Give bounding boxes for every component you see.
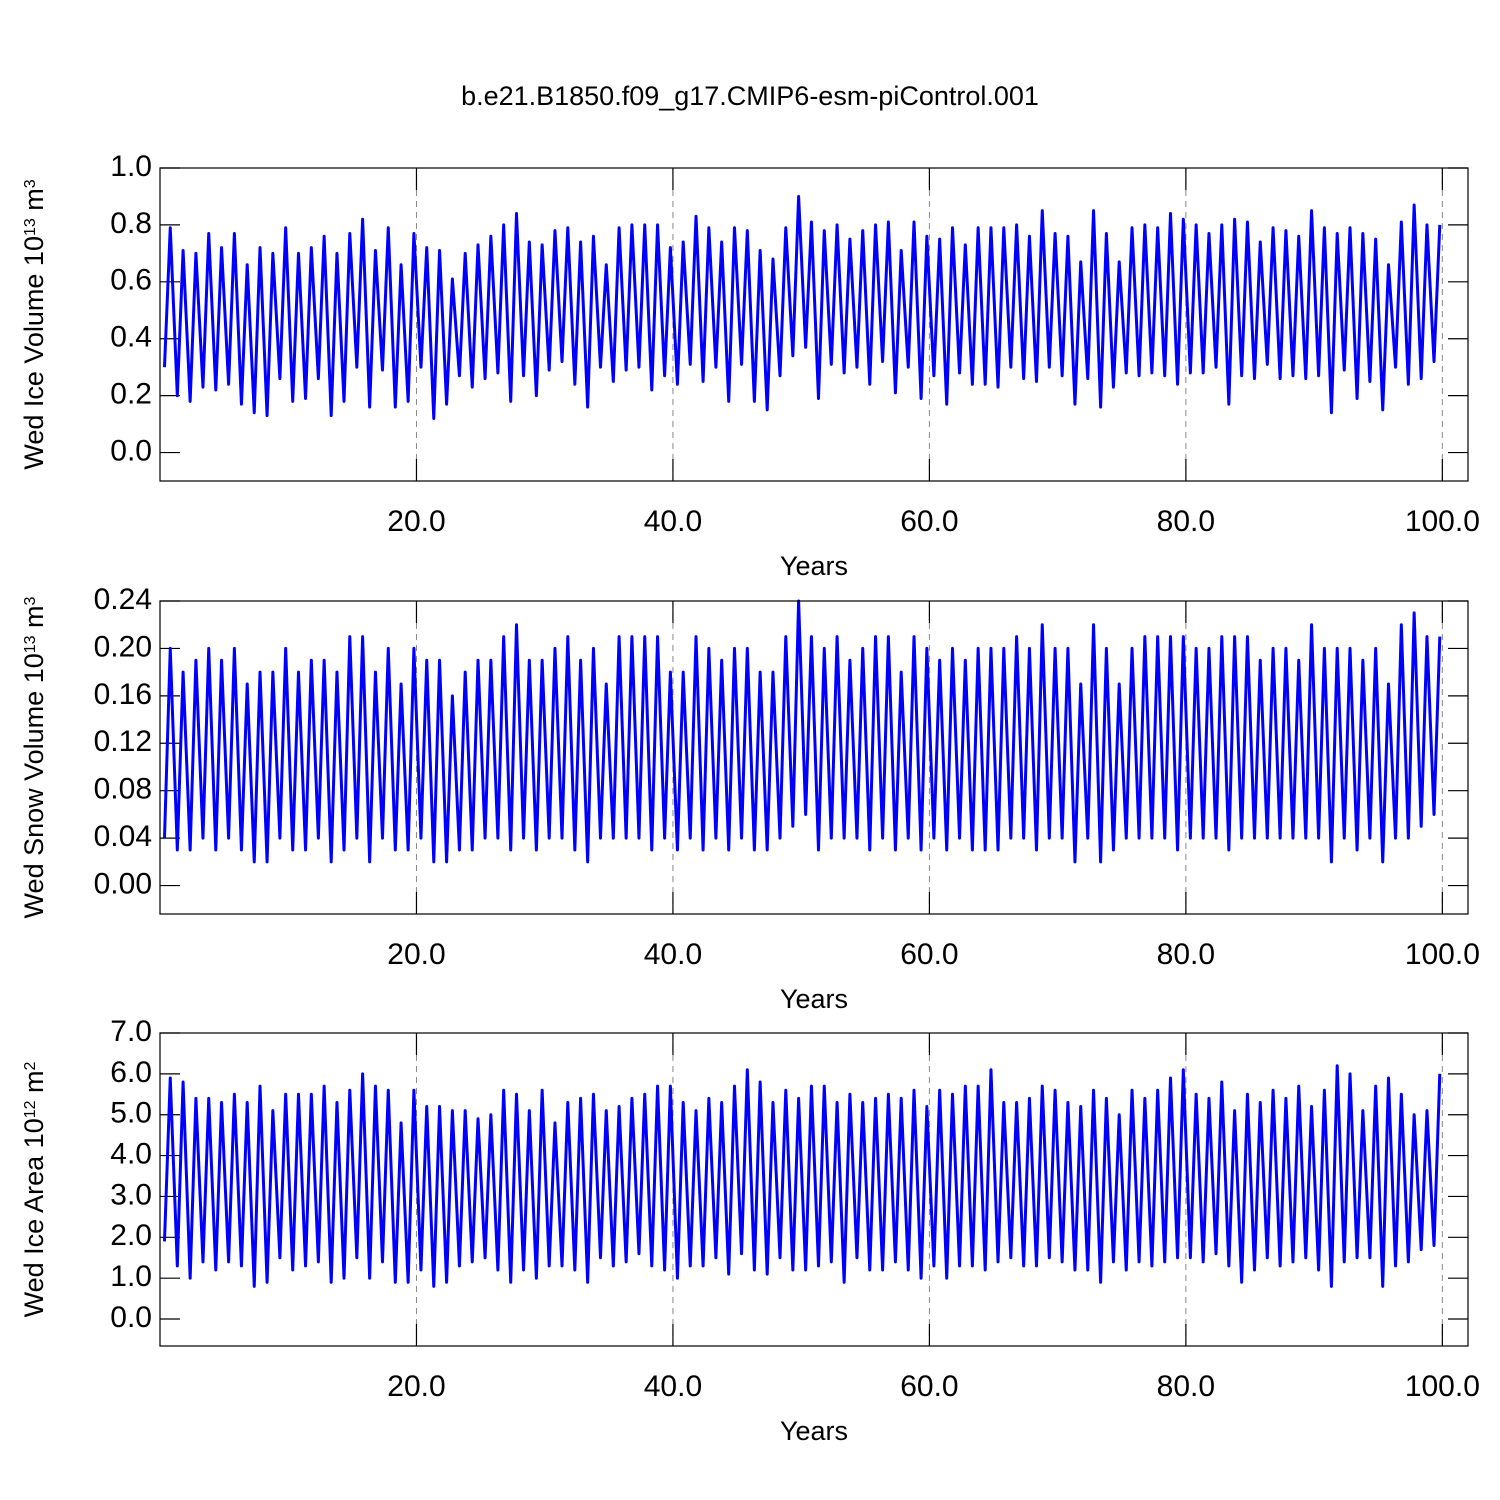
y-tick-label: 0.16 [94,678,152,711]
y-axis-title-exponent: 2 [22,1061,39,1070]
y-tick-label: 0.0 [110,434,152,467]
y-tick-label: 0.24 [94,583,152,616]
y-axis-title-part: Wed Ice Volume 10 [19,236,49,470]
x-tick-label: 20.0 [387,1370,445,1403]
x-tick-label: 60.0 [900,505,958,538]
x-tick-label: 80.0 [1157,1370,1215,1403]
y-tick-label: 6.0 [110,1056,152,1089]
y-tick-label: 0.20 [94,630,152,663]
y-tick-label: 0.04 [94,820,152,853]
y-axis-title-exponent: 12 [22,1100,39,1118]
y-tick-label: 4.0 [110,1138,152,1171]
figure-title: b.e21.B1850.f09_g17.CMIP6-esm-piControl.… [461,81,1039,111]
x-tick-label: 100.0 [1405,938,1480,971]
y-tick-label: 0.00 [94,867,152,900]
y-tick-label: 1.0 [110,150,152,183]
panel: 20.0 40.0 60.0 80.0 100.0 0.0 1.0 2.0 3.0 4.0 5.0 6… [19,1015,1480,1446]
x-tick-label: 100.0 [1405,1370,1480,1403]
y-axis-title: Wed Snow Volume 1013 m3 [19,596,49,918]
plot-frame [159,1032,1469,1347]
x-tick-label: 40.0 [644,938,702,971]
y-axis-title-part: m [19,605,49,635]
y-tick-label: 1.0 [110,1260,152,1293]
y-axis-title-exponent: 13 [22,218,39,236]
y-tick-label: 0.8 [110,207,152,240]
y-tick-label: 0.0 [110,1301,152,1334]
y-axis-title-exponent: 3 [22,179,39,188]
x-tick-label: 40.0 [644,1370,702,1403]
y-tick-label: 0.6 [110,264,152,297]
x-tick-label: 60.0 [900,938,958,971]
y-tick-label: 0.08 [94,773,152,806]
data-line [162,599,1442,864]
y-tick-label: 0.4 [110,321,152,354]
x-tick-label: 80.0 [1157,938,1215,971]
y-tick-label: 7.0 [110,1015,152,1048]
y-axis-title: Wed Ice Volume 1013 m3 [19,179,49,469]
y-axis-title-exponent: 13 [22,635,39,653]
plot-frame [159,167,1469,482]
x-tick-label: 80.0 [1157,505,1215,538]
data-line [162,194,1442,420]
x-tick-label: 20.0 [387,505,445,538]
x-axis-title: Years [780,984,848,1014]
y-axis-title-exponent: 3 [22,596,39,605]
x-axis-title: Years [780,551,848,581]
plot-frame [159,600,1469,915]
y-axis-title-part: m [19,188,49,218]
y-axis-title-part: m [19,1070,49,1100]
y-tick-label: 5.0 [110,1097,152,1130]
y-axis-title-part: Wed Ice Area 10 [19,1118,49,1317]
y-tick-label: 2.0 [110,1219,152,1252]
data-line [162,1064,1442,1288]
panel: 20.0 40.0 60.0 80.0 100.0 0.00 0.04 0.08 0.12 0.1… [19,583,1480,1014]
x-tick-label: 100.0 [1405,505,1480,538]
x-tick-label: 40.0 [644,505,702,538]
x-tick-label: 60.0 [900,1370,958,1403]
panel: 20.0 40.0 60.0 80.0 100.0 0.0 0.2 0.4 0.6 0.8 1.0 Y… [19,150,1480,581]
y-tick-label: 3.0 [110,1178,152,1211]
y-axis-title: Wed Ice Area 1012 m2 [19,1061,49,1317]
y-tick-label: 0.2 [110,378,152,411]
y-tick-label: 0.12 [94,725,152,758]
x-axis-title: Years [780,1416,848,1446]
x-tick-label: 20.0 [387,938,445,971]
y-axis-title-part: Wed Snow Volume 10 [19,653,49,918]
